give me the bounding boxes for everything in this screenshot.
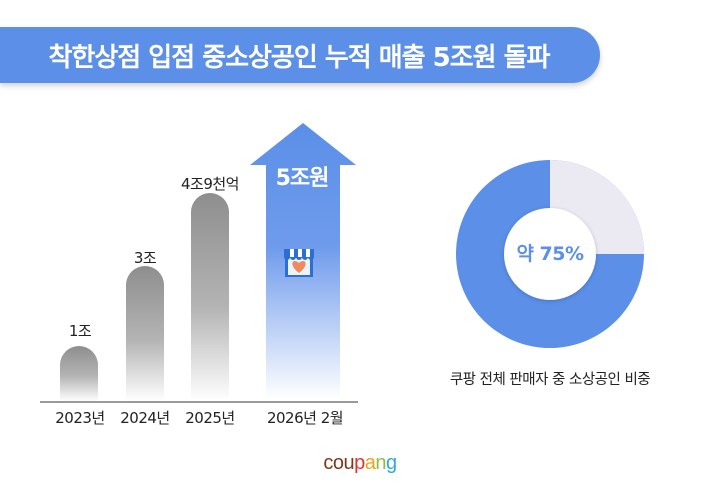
donut-caption: 쿠팡 전체 판매자 중 소상공인 비중 — [449, 372, 651, 388]
bar-value-label: 4조9천억 — [181, 175, 240, 193]
logo-letter: n — [375, 452, 386, 474]
title-banner: 착한상점 입점 중소상공인 누적 매출 5조원 돌파 — [0, 27, 600, 83]
logo-letter: o — [332, 452, 344, 474]
logo-letter: c — [323, 452, 333, 474]
page-title: 착한상점 입점 중소상공인 누적 매출 5조원 돌파 — [48, 42, 551, 73]
x-axis-label: 2026년 2월 — [266, 409, 344, 427]
bar-2025 — [191, 193, 229, 401]
x-axis-label: 2024년 — [120, 409, 170, 427]
logo-letter: p — [354, 452, 365, 474]
store-heart-icon — [284, 249, 314, 277]
donut-center-label: 약 75% — [516, 243, 584, 265]
x-axis-label: 2023년 — [55, 409, 105, 427]
bar-value-label: 5조원 — [275, 166, 330, 191]
bar-value-label: 3조 — [133, 249, 157, 267]
x-axis-line — [40, 401, 358, 403]
bar-value-label: 1조 — [68, 322, 92, 340]
bar-2024 — [126, 266, 164, 401]
logo-letter: g — [386, 452, 397, 474]
x-axis-label: 2025년 — [185, 409, 235, 427]
logo-letter: u — [343, 452, 355, 474]
logo-letter: a — [364, 452, 376, 474]
bar-2023 — [60, 346, 98, 401]
donut-chart — [456, 160, 644, 348]
coupang-logo: coupang — [318, 452, 402, 475]
